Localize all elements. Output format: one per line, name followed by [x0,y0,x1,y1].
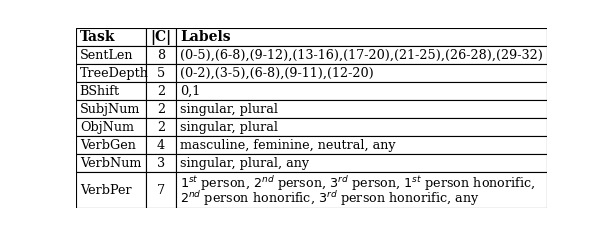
Bar [146,46,176,64]
Bar [146,28,176,46]
Bar [76,46,146,64]
Bar [146,136,176,154]
Text: ObjNum: ObjNum [80,121,134,134]
Bar [146,64,176,82]
Text: 2: 2 [157,121,165,134]
Text: BShift: BShift [80,85,120,98]
Text: VerbNum: VerbNum [80,157,141,170]
Bar [176,118,547,136]
Text: 4: 4 [157,139,165,152]
Text: 5: 5 [157,67,165,80]
Bar [176,46,547,64]
Text: (0-2),(3-5),(6-8),(9-11),(12-20): (0-2),(3-5),(6-8),(9-11),(12-20) [180,67,374,80]
Text: Labels: Labels [180,30,231,44]
Text: singular, plural: singular, plural [180,103,278,116]
Text: singular, plural, any: singular, plural, any [180,157,309,170]
Text: masculine, feminine, neutral, any: masculine, feminine, neutral, any [180,139,396,152]
Bar [146,100,176,118]
Text: 3: 3 [157,157,165,170]
Bar [176,172,547,208]
Text: singular, plural: singular, plural [180,121,278,134]
Text: Task: Task [80,30,116,44]
Bar [76,172,146,208]
Bar [76,136,146,154]
Text: 2: 2 [157,85,165,98]
Bar [146,154,176,172]
Bar [76,64,146,82]
Bar [176,82,547,100]
Text: 7: 7 [157,184,165,197]
Bar [176,28,547,46]
Bar [146,82,176,100]
Bar [76,82,146,100]
Text: (0-5),(6-8),(9-12),(13-16),(17-20),(21-25),(26-28),(29-32): (0-5),(6-8),(9-12),(13-16),(17-20),(21-2… [180,49,543,62]
Bar [176,100,547,118]
Bar [76,154,146,172]
Text: VerbGen: VerbGen [80,139,136,152]
Text: SentLen: SentLen [80,49,133,62]
Text: 0,1: 0,1 [180,85,201,98]
Bar [76,28,146,46]
Text: |C|: |C| [151,29,171,45]
Bar [146,118,176,136]
Text: 2: 2 [157,103,165,116]
Text: SubjNum: SubjNum [80,103,140,116]
Bar [176,154,547,172]
Text: TreeDepth: TreeDepth [80,67,148,80]
Bar [146,172,176,208]
Text: $1^{st}$ person, $2^{nd}$ person, $3^{rd}$ person, $1^{st}$ person honorific,: $1^{st}$ person, $2^{nd}$ person, $3^{rd… [180,174,536,193]
Text: 8: 8 [157,49,165,62]
Text: VerbPer: VerbPer [80,184,131,197]
Bar [176,64,547,82]
Bar [76,118,146,136]
Bar [176,136,547,154]
Bar [76,100,146,118]
Text: $2^{nd}$ person honorific, $3^{rd}$ person honorific, any: $2^{nd}$ person honorific, $3^{rd}$ pers… [180,189,480,208]
